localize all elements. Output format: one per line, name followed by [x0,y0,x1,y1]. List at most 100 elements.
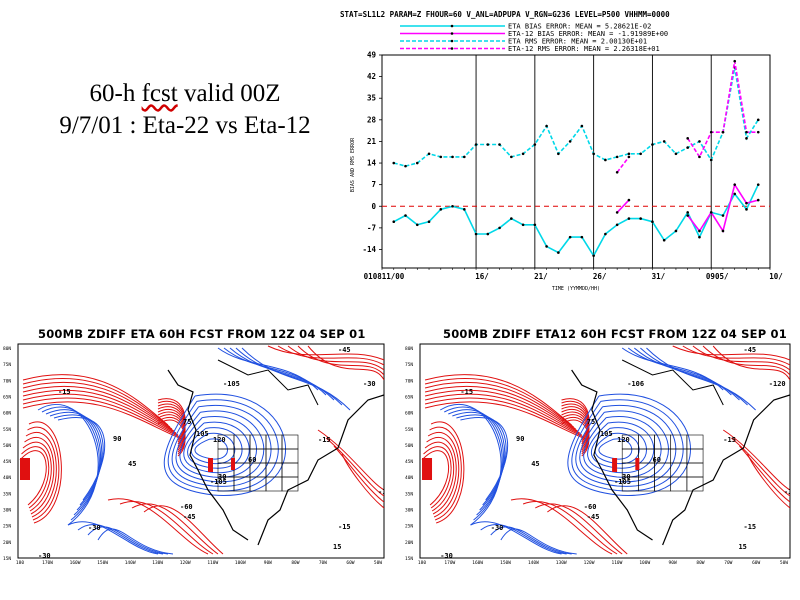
negative-contour [424,389,580,434]
negative-contour [702,345,790,376]
contour-label: -45 [743,346,756,354]
coastline [621,359,724,406]
data-point [568,140,572,143]
negative-contour [119,501,214,555]
positive-contour [171,404,272,487]
data-point [627,152,631,156]
contour-label: 105 [196,430,209,438]
x-tick-label: 010811/00 [364,272,405,281]
positive-contour [571,399,684,492]
data-point [745,130,748,134]
state-boundary [686,476,704,492]
legend-marker [450,24,454,28]
lon-label: 100W [235,560,246,565]
x-tick-label: 21/ [534,272,548,281]
lon-label: 180 [16,560,24,565]
lon-label: 130W [556,560,567,565]
positive-contour [633,347,740,401]
lon-label: 130W [152,560,163,565]
negative-contour [731,437,790,497]
map-left-lon-labels: 180 170W 160W 150W 140W 130W 120W 110W 100W 90W 80… [16,560,382,565]
data-point [533,223,537,227]
data-point [627,198,631,202]
lat-label: 15N [3,556,11,562]
lat-label: 30N [405,508,413,514]
lon-label: 50W [374,560,382,565]
data-point [651,220,654,223]
negative-contour [747,453,790,509]
data-point [439,208,443,211]
negative-contour [424,397,584,438]
negative-contour [561,400,590,443]
data-point [709,158,713,162]
data-point [604,158,607,162]
data-point [662,238,666,242]
positive-contour [175,410,265,483]
contour-label: 75 [183,418,191,426]
lon-label: 80W [696,560,704,565]
lat-label: 45N [3,459,11,465]
positive-contour [452,411,506,511]
lon-label: 60W [346,560,354,565]
lat-label: 75N [3,362,11,368]
data-point [451,155,454,159]
negative-contour [561,406,590,447]
data-point [686,214,689,217]
data-point [474,143,478,146]
contour-label: 30 [622,473,630,481]
lat-label: 65N [405,394,413,400]
lat-label: 40N [3,475,11,481]
series-eta-bias-error [392,183,760,258]
series-eta-12-bias-error [615,182,760,233]
legend-entry: ETA-12 RMS ERROR: MEAN = 2.26318E+01 [508,45,660,53]
coastline [167,369,249,541]
positive-contour [579,410,669,483]
negative-contour [22,401,183,440]
data-point [392,161,396,165]
data-point [733,192,737,196]
data-point [521,223,525,227]
contour-label: -60 [180,503,193,511]
lon-label: 160W [70,560,81,565]
lat-label: 50N [405,443,413,449]
positive-contour [37,403,99,526]
map-right-lat-labels: 80N 75N 70N 65N 60N 55N 50N 45N 40N 35N 30N 25N 20N 1… [405,346,413,562]
series-line [616,61,759,173]
data-point [533,143,537,146]
data-point [404,214,407,217]
negative-contour [25,432,57,518]
y-tick-label: 35 [367,94,376,103]
y-tick-label: -7 [367,223,376,232]
negative-contour [712,345,790,381]
timeseries-chart: STAT=SL1L2 PARAM=Z FHOUR=60 V_ANL=ADPUPA… [340,10,783,292]
data-point [615,155,619,159]
negative-contour [277,345,384,366]
negative-contour [424,401,586,440]
map-right: -45 -106 -120 -30 -15 75 120 105 90 -105 -60 -45 60 4… [405,343,791,565]
positive-contour [87,526,169,555]
map-left-frame [17,343,385,559]
data-point [486,232,490,236]
y-axis-ticks: 49 42 35 28 21 14 7 0 -7 -14 [362,51,382,254]
positive-contour [67,521,159,555]
positive-contour [183,421,250,474]
data-point [427,152,431,156]
data-point [474,232,478,236]
negative-contour [522,501,618,555]
lat-label: 20N [3,540,11,546]
legend-marker [450,39,454,43]
lat-label: 55N [405,427,413,433]
x-tick-label: 0905/ [706,272,729,281]
title-part-fcst: fcst [141,80,178,107]
negative-contour [307,345,384,381]
contour-label: -120 [769,380,786,388]
lat-label: 30N [3,508,11,514]
data-point [545,245,548,248]
slide-title: 60-h fcst valid 00Z 9/7/01 : Eta-22 vs E… [20,78,350,142]
lon-label: 110W [612,560,623,565]
lon-label: 90W [264,560,272,565]
negative-extreme-fill [208,458,213,472]
positive-contour [77,523,164,555]
lat-label: 60N [405,411,413,417]
data-point [651,143,654,146]
